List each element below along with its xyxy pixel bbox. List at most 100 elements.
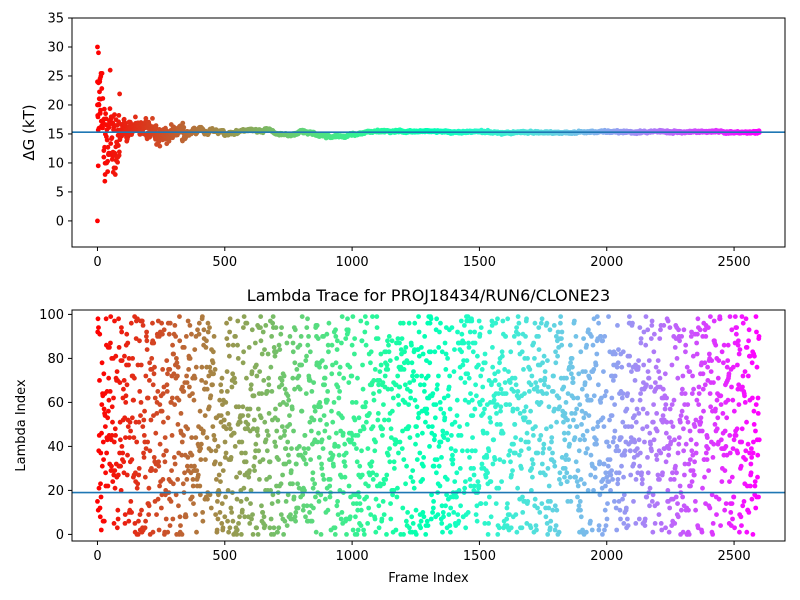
lambda-trace-point <box>542 369 548 374</box>
lambda-trace-point <box>257 477 262 482</box>
lambda-trace-point <box>600 415 606 421</box>
lambda-trace-point <box>630 320 635 326</box>
lambda-trace-point <box>483 474 489 480</box>
lambda-trace-point <box>427 444 432 449</box>
lambda-trace-point <box>132 521 138 526</box>
lambda-trace-point <box>96 485 102 491</box>
lambda-trace-point <box>307 510 312 515</box>
lambda-trace-point <box>639 470 645 476</box>
lambda-trace-point <box>135 532 141 537</box>
lambda-trace-point <box>177 514 183 520</box>
lambda-trace-point <box>414 373 420 379</box>
lambda-trace-point <box>270 314 276 319</box>
lambda-trace-point <box>123 435 128 440</box>
lambda-trace-point <box>411 378 417 383</box>
lambda-trace-point <box>566 457 571 462</box>
lambda-trace-point <box>666 529 672 535</box>
lambda-trace-point <box>484 430 490 436</box>
lambda-trace-point <box>246 345 252 350</box>
lambda-trace-point <box>313 529 319 535</box>
lambda-trace-point <box>151 455 157 460</box>
lambda-trace-point <box>259 391 265 396</box>
lambda-trace-point <box>578 477 584 482</box>
lambda-trace-point <box>384 532 389 537</box>
lambda-trace-point <box>470 435 475 440</box>
lambda-trace-point <box>660 386 666 392</box>
lambda-trace-point <box>280 472 285 478</box>
delta-g-point <box>103 160 109 166</box>
lambda-trace-point <box>99 402 105 407</box>
lambda-trace-point <box>465 371 471 377</box>
lambda-trace-point <box>414 424 419 429</box>
lambda-trace-point <box>540 450 546 456</box>
lambda-trace-point <box>510 406 516 412</box>
lambda-trace-point <box>572 318 577 324</box>
lambda-trace-point <box>117 380 123 385</box>
lambda-trace-point <box>351 441 357 447</box>
lambda-trace-point <box>146 512 152 517</box>
lambda-trace-point <box>276 342 282 348</box>
lambda-trace-point <box>345 316 350 322</box>
lambda-trace-point <box>515 485 521 491</box>
lambda-trace-point <box>115 507 121 513</box>
lambda-trace-point <box>421 382 427 388</box>
lambda-trace-point <box>686 507 691 513</box>
lambda-trace-point <box>341 375 347 381</box>
lambda-trace-point <box>223 494 228 500</box>
lambda-trace-point <box>523 404 529 410</box>
lambda-trace-point <box>455 329 460 335</box>
lambda-trace-point <box>496 382 502 388</box>
lambda-trace-point <box>203 457 208 462</box>
lambda-trace-point <box>643 342 649 348</box>
lambda-trace-point <box>325 397 330 403</box>
lambda-trace-point <box>596 523 602 528</box>
lambda-trace-point <box>513 512 519 517</box>
lambda-trace-point <box>143 334 149 339</box>
lambda-trace-point <box>258 314 264 319</box>
lambda-trace-point <box>435 512 441 517</box>
lambda-trace-point <box>528 408 534 414</box>
lambda-trace-point <box>636 411 642 416</box>
lambda-trace-point <box>482 406 487 412</box>
lambda-trace-point <box>588 472 594 478</box>
lambda-trace-point <box>354 459 360 465</box>
lambda-trace-point <box>451 510 457 515</box>
lambda-trace-point <box>413 441 418 447</box>
lambda-trace-point <box>600 532 605 537</box>
lambda-trace-point <box>546 483 552 489</box>
lambda-trace-point <box>317 364 322 370</box>
lambda-trace-point <box>106 408 111 414</box>
lambda-trace-point <box>553 349 558 355</box>
lambda-trace-point <box>267 459 273 465</box>
lambda-trace-point <box>342 441 348 447</box>
lambda-trace-point <box>326 435 332 440</box>
lambda-trace-point <box>568 371 574 377</box>
lambda-trace-point <box>513 435 518 440</box>
lambda-trace-point <box>114 369 120 374</box>
lambda-trace-point <box>240 413 246 418</box>
lambda-trace-point <box>614 444 620 449</box>
lambda-trace-point <box>418 518 424 524</box>
lambda-trace-point <box>224 336 230 341</box>
lambda-trace-point <box>572 435 578 440</box>
lambda-trace-point <box>123 393 129 399</box>
lambda-trace-point <box>458 375 464 381</box>
lambda-trace-point <box>409 360 415 366</box>
delta-g-point <box>133 114 138 120</box>
lambda-trace-point <box>606 314 611 319</box>
lambda-trace-point <box>271 345 277 350</box>
lambda-trace-point <box>683 342 689 348</box>
lambda-trace-point <box>609 413 615 418</box>
lambda-trace-point <box>334 503 340 509</box>
lambda-trace-point <box>626 362 632 368</box>
lambda-trace-point <box>499 353 505 359</box>
lambda-trace-point <box>246 474 252 480</box>
lambda-trace-point <box>504 505 510 511</box>
delta-g-point <box>181 125 187 130</box>
lambda-trace-point <box>413 532 419 537</box>
lambda-trace-point <box>145 439 151 445</box>
lambda-trace-point <box>500 430 506 436</box>
lambda-trace-point <box>440 428 446 434</box>
lambda-trace-point <box>546 384 551 390</box>
